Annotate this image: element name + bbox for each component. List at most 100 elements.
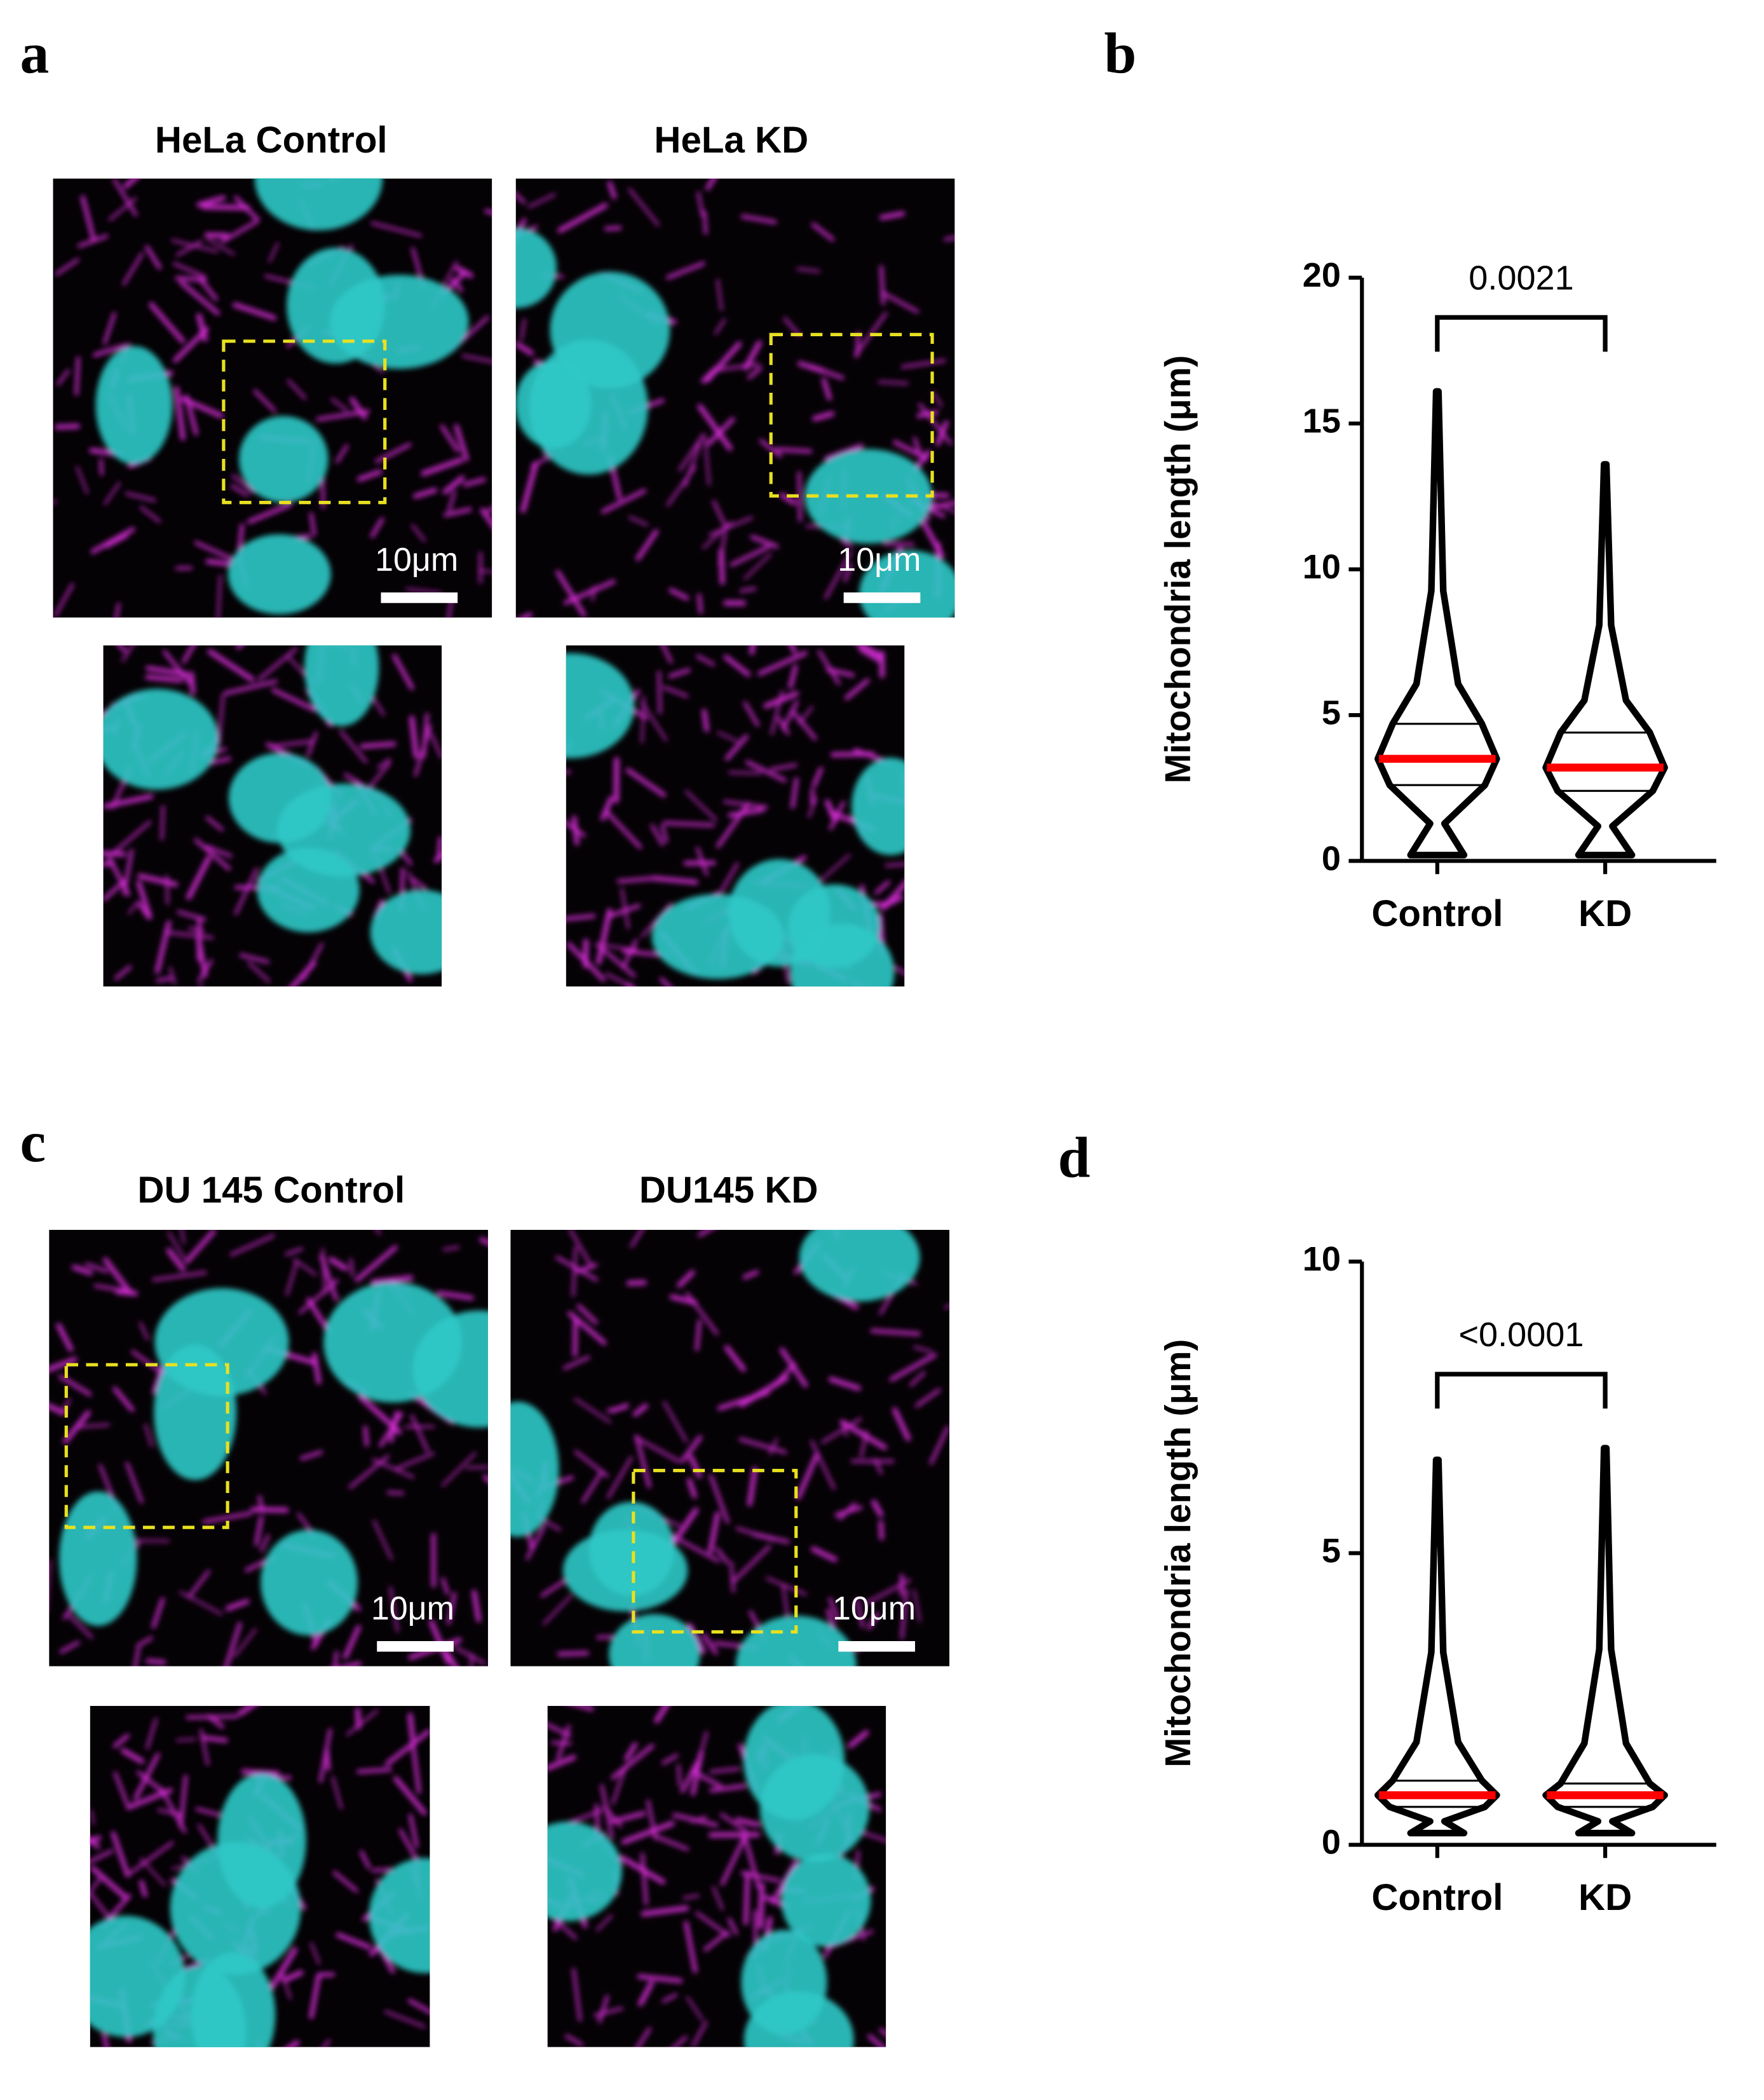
scale-bar-label: 10μm [838,542,921,578]
y-tick-label: 5 [1322,693,1341,732]
micrograph [547,1705,886,2047]
mitochondria [928,500,955,513]
nucleus [59,1491,137,1626]
mitochondria [641,695,645,744]
nucleus [510,1401,559,1537]
mitochondria [621,939,638,969]
nucleus [743,1705,845,1820]
mitochondria [848,1729,869,1749]
mitochondria [708,1832,761,1838]
mitochondria [90,1809,95,1825]
mitochondria [247,962,271,983]
panel-label: a [20,21,49,86]
mitochondria [356,1768,392,1774]
zoom-box [632,1469,798,1634]
mitochondria [625,768,667,798]
mitochondria [247,502,292,524]
mitochondria [625,983,634,987]
mitochondria [433,854,442,863]
mitochondria [445,1651,458,1667]
mitochondria [604,226,622,231]
mitochondria [99,458,104,476]
mitochondria [712,1886,724,1911]
mitochondria [874,880,890,895]
mitochondria [407,1998,430,2014]
mitochondria [121,645,134,662]
mitochondria [330,398,348,412]
mitochondria [115,1289,139,1296]
mitochondria [684,442,702,488]
mitochondria [680,1760,700,1794]
mitochondria [519,612,533,618]
mitochondria [90,1849,114,1864]
mitochondria [103,861,115,866]
mitochondria [855,331,860,358]
mitochondria [412,488,438,499]
panel-label: d [1058,1125,1090,1190]
mitochondria [885,862,905,867]
mitochondria [194,541,235,561]
mitochondria [311,1352,322,1385]
micrograph [103,645,442,987]
mitochondria [182,645,196,664]
mitochondria [628,516,649,526]
mitochondria [811,767,824,788]
mitochondria [398,1829,421,1865]
mitochondria [709,516,753,536]
image-content [547,1705,886,2047]
x-tick-label: Control [1371,893,1503,934]
mitochondria [668,588,689,601]
mitochondria [562,1355,590,1370]
mitochondria [547,1722,572,1738]
mitochondria [146,1658,166,1665]
mitochondria [179,280,221,316]
mitochondria [867,2034,886,2047]
nucleus [103,688,219,790]
mitochondria [225,1599,250,1611]
nucleus [562,1529,688,1612]
mitochondria [410,1414,429,1452]
mitochondria [716,279,723,311]
mitochondria [389,1586,399,1633]
mitochondria [635,2027,651,2047]
mitochondria [196,313,208,342]
nucleus [743,1991,854,2047]
mitochondria [551,1916,578,1940]
mitochondria [595,1914,613,1932]
nucleus [227,534,331,615]
mitochondria [480,507,492,528]
mitochondria [328,1257,348,1271]
mitochondria [80,195,96,242]
mitochondria [663,821,715,827]
mitochondria [103,850,126,857]
mitochondria [871,1499,884,1517]
mitochondria [781,700,799,730]
mitochondria [720,1836,746,1886]
y-tick-label: 0 [1322,840,1341,878]
mitochondria [724,1345,746,1372]
mitochondria [766,1577,807,1596]
mitochondria [223,679,278,695]
mitochondria [708,1511,721,1554]
mitochondria [145,674,183,683]
mitochondria [179,1591,223,1616]
mitochondria [241,1769,280,1776]
mitochondria [176,240,203,257]
mitochondria [845,678,870,700]
mitochondria [709,1767,740,1773]
mitochondria [728,1917,738,1935]
mitochondria [229,1234,275,1257]
mitochondria [370,695,385,716]
mitochondria [635,529,659,561]
mitochondria [742,1270,759,1279]
mitochondria [157,1808,184,1817]
mitochondria [686,1996,703,2021]
violin [1374,1456,1500,1837]
mitochondria [411,524,426,542]
scale-bar-label: 10μm [371,1590,454,1627]
scale-bar-label: 10μm [832,1590,916,1627]
image-title: HeLa Control [155,119,388,161]
mitochondria [828,1377,861,1391]
mitochondria [58,1374,92,1396]
mitochondria [309,512,316,536]
